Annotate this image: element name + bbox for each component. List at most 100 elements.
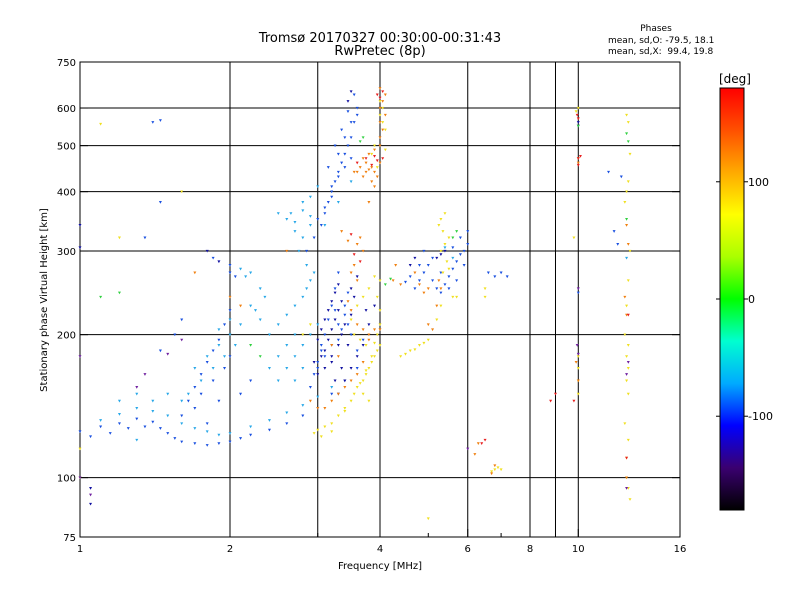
data-point [625,373,629,376]
data-point [323,206,327,210]
data-point [308,279,312,283]
data-point [370,152,374,156]
y-tick-label: 600 [57,104,76,115]
data-point [78,447,82,451]
data-point [435,256,439,260]
data-point [343,407,347,410]
data-point [575,113,579,117]
data-point [166,432,170,435]
data-point [381,90,385,94]
data-point [239,437,243,440]
data-point [473,453,477,456]
y-tick-label: 500 [57,142,76,153]
data-point [403,280,407,284]
data-point [239,304,243,308]
data-point [413,256,417,260]
data-point [355,113,359,117]
data-point [333,291,337,295]
data-point [267,333,271,337]
data-point [451,295,455,299]
data-point [340,230,344,233]
data-point [364,309,368,312]
data-point [343,152,347,156]
data-point [370,180,374,184]
data-point [343,166,347,169]
data-point [301,366,305,370]
data-point [346,291,350,295]
data-point [378,161,382,165]
data-point [364,161,368,165]
data-point [336,414,340,418]
data-point [285,344,289,347]
data-point [293,230,297,233]
data-point [490,470,494,474]
data-point [193,442,197,446]
data-point [623,295,627,299]
data-point [135,392,139,396]
data-point [439,287,443,291]
data-point [180,440,184,444]
data-point [441,271,445,275]
x-tick-label: 10 [572,544,585,555]
data-point [373,148,377,152]
data-point [378,344,382,347]
data-point [186,392,190,396]
data-point [193,271,197,275]
data-point [417,344,421,347]
data-point [361,361,365,364]
data-point [301,236,305,240]
data-point [574,361,578,364]
data-point [383,283,387,287]
data-point [326,338,330,342]
data-point [285,249,289,253]
data-point [443,212,447,215]
data-point [626,140,630,144]
data-point [486,271,490,275]
data-point [378,121,382,124]
data-point [276,323,280,327]
data-point [417,283,421,287]
data-point [626,361,630,364]
data-point [358,260,362,264]
data-point [447,236,451,240]
data-point [443,283,447,287]
data-point [576,117,580,121]
data-point [628,249,632,253]
data-point [483,438,487,442]
data-point [349,180,353,184]
data-point [316,185,320,189]
data-point [381,100,385,103]
data-point [151,410,155,413]
data-point [576,392,580,396]
data-point [626,121,630,124]
data-point [426,517,430,521]
data-point [293,355,297,358]
data-point [375,159,379,163]
data-point [625,132,629,136]
data-point [249,271,253,275]
data-point [99,425,103,429]
data-point [625,487,629,490]
data-point [285,366,289,370]
data-point [625,456,629,460]
x-tick-label: 4 [377,544,383,555]
data-point [135,407,139,410]
data-point [343,304,347,308]
data-point [426,264,430,267]
data-point [343,136,347,140]
data-point [361,379,365,383]
data-point [435,318,439,322]
data-point [443,249,447,253]
data-point [352,121,356,124]
data-point [355,106,359,110]
x-tick-label: 2 [227,544,233,555]
data-point [316,338,320,342]
data-point [355,279,359,283]
data-point [228,440,232,444]
data-point [205,249,209,253]
data-point [349,136,353,140]
data-point [451,256,455,260]
data-point [346,323,350,327]
data-point [352,295,356,299]
data-point [466,447,470,451]
